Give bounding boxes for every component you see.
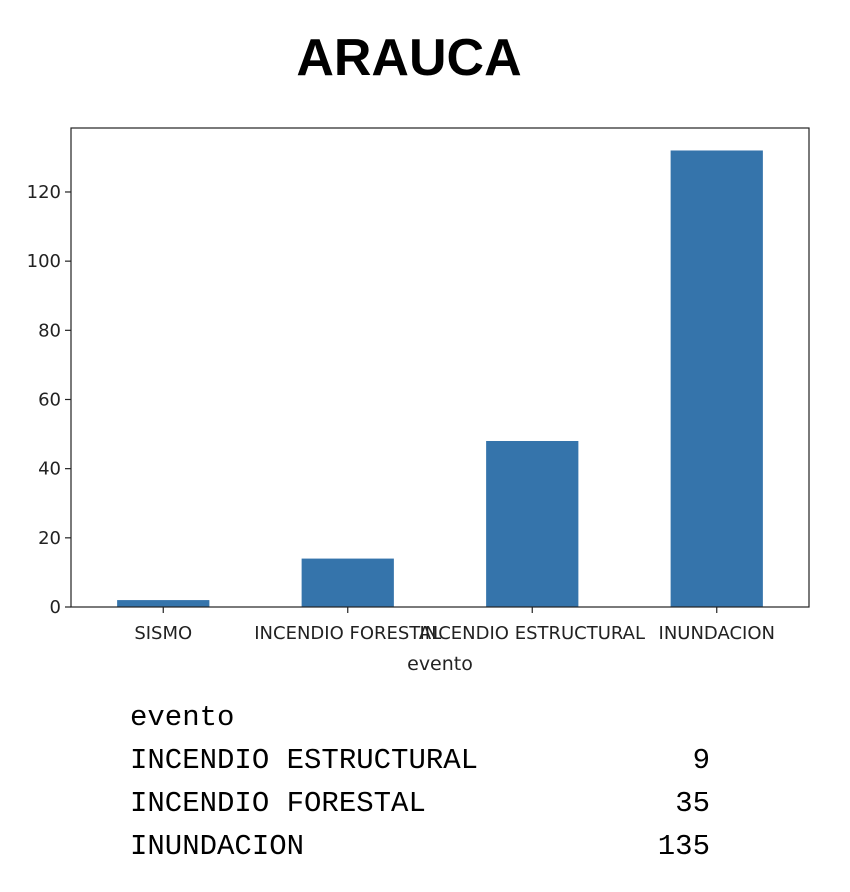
plot-frame bbox=[70, 127, 810, 608]
output-row-value: 9 bbox=[692, 744, 710, 777]
y-tick-label: 20 bbox=[38, 528, 61, 549]
output-row: INUNDACION 135 bbox=[130, 825, 710, 868]
x-tick-label: INCENDIO ESTRUCTURAL bbox=[419, 623, 645, 644]
y-tick-label: 0 bbox=[50, 597, 61, 618]
output-row-value: 135 bbox=[657, 830, 710, 863]
output-row-value: 35 bbox=[675, 787, 710, 820]
y-tick-label: 120 bbox=[27, 182, 61, 203]
x-tick-label: INUNDACION bbox=[659, 623, 775, 644]
x-tick-label: INCENDIO FORESTAL bbox=[254, 623, 441, 644]
x-tick-label: SISMO bbox=[134, 623, 192, 644]
bars-group bbox=[117, 150, 763, 607]
y-tick-label: 60 bbox=[38, 389, 61, 410]
output-header: evento bbox=[130, 701, 235, 734]
output-row: INCENDIO FORESTAL 35 bbox=[130, 782, 710, 825]
y-axis-ticks: 0 20 40 60 80 100 120 bbox=[27, 182, 71, 618]
bar bbox=[301, 558, 394, 607]
bar bbox=[670, 150, 763, 607]
output-row-label: INUNDACION bbox=[130, 830, 305, 863]
output-row-label: INCENDIO FORESTAL bbox=[130, 787, 426, 820]
bar bbox=[117, 600, 210, 607]
chart-title: ARAUCA bbox=[296, 29, 522, 87]
output-row-label: INCENDIO ESTRUCTURAL bbox=[130, 744, 479, 777]
bar bbox=[486, 440, 579, 607]
value-counts-output: evento INCENDIO ESTRUCTURAL 9 INCENDIO FOR… bbox=[130, 696, 710, 868]
output-row: INCENDIO ESTRUCTURAL 9 bbox=[130, 739, 710, 782]
output-rows: INCENDIO ESTRUCTURAL 9 INCENDIO FORESTAL 35… bbox=[130, 739, 710, 868]
x-axis-label: evento bbox=[407, 653, 473, 675]
y-tick-label: 80 bbox=[38, 320, 61, 341]
y-tick-label: 40 bbox=[38, 459, 61, 480]
y-tick-label: 100 bbox=[27, 251, 61, 272]
